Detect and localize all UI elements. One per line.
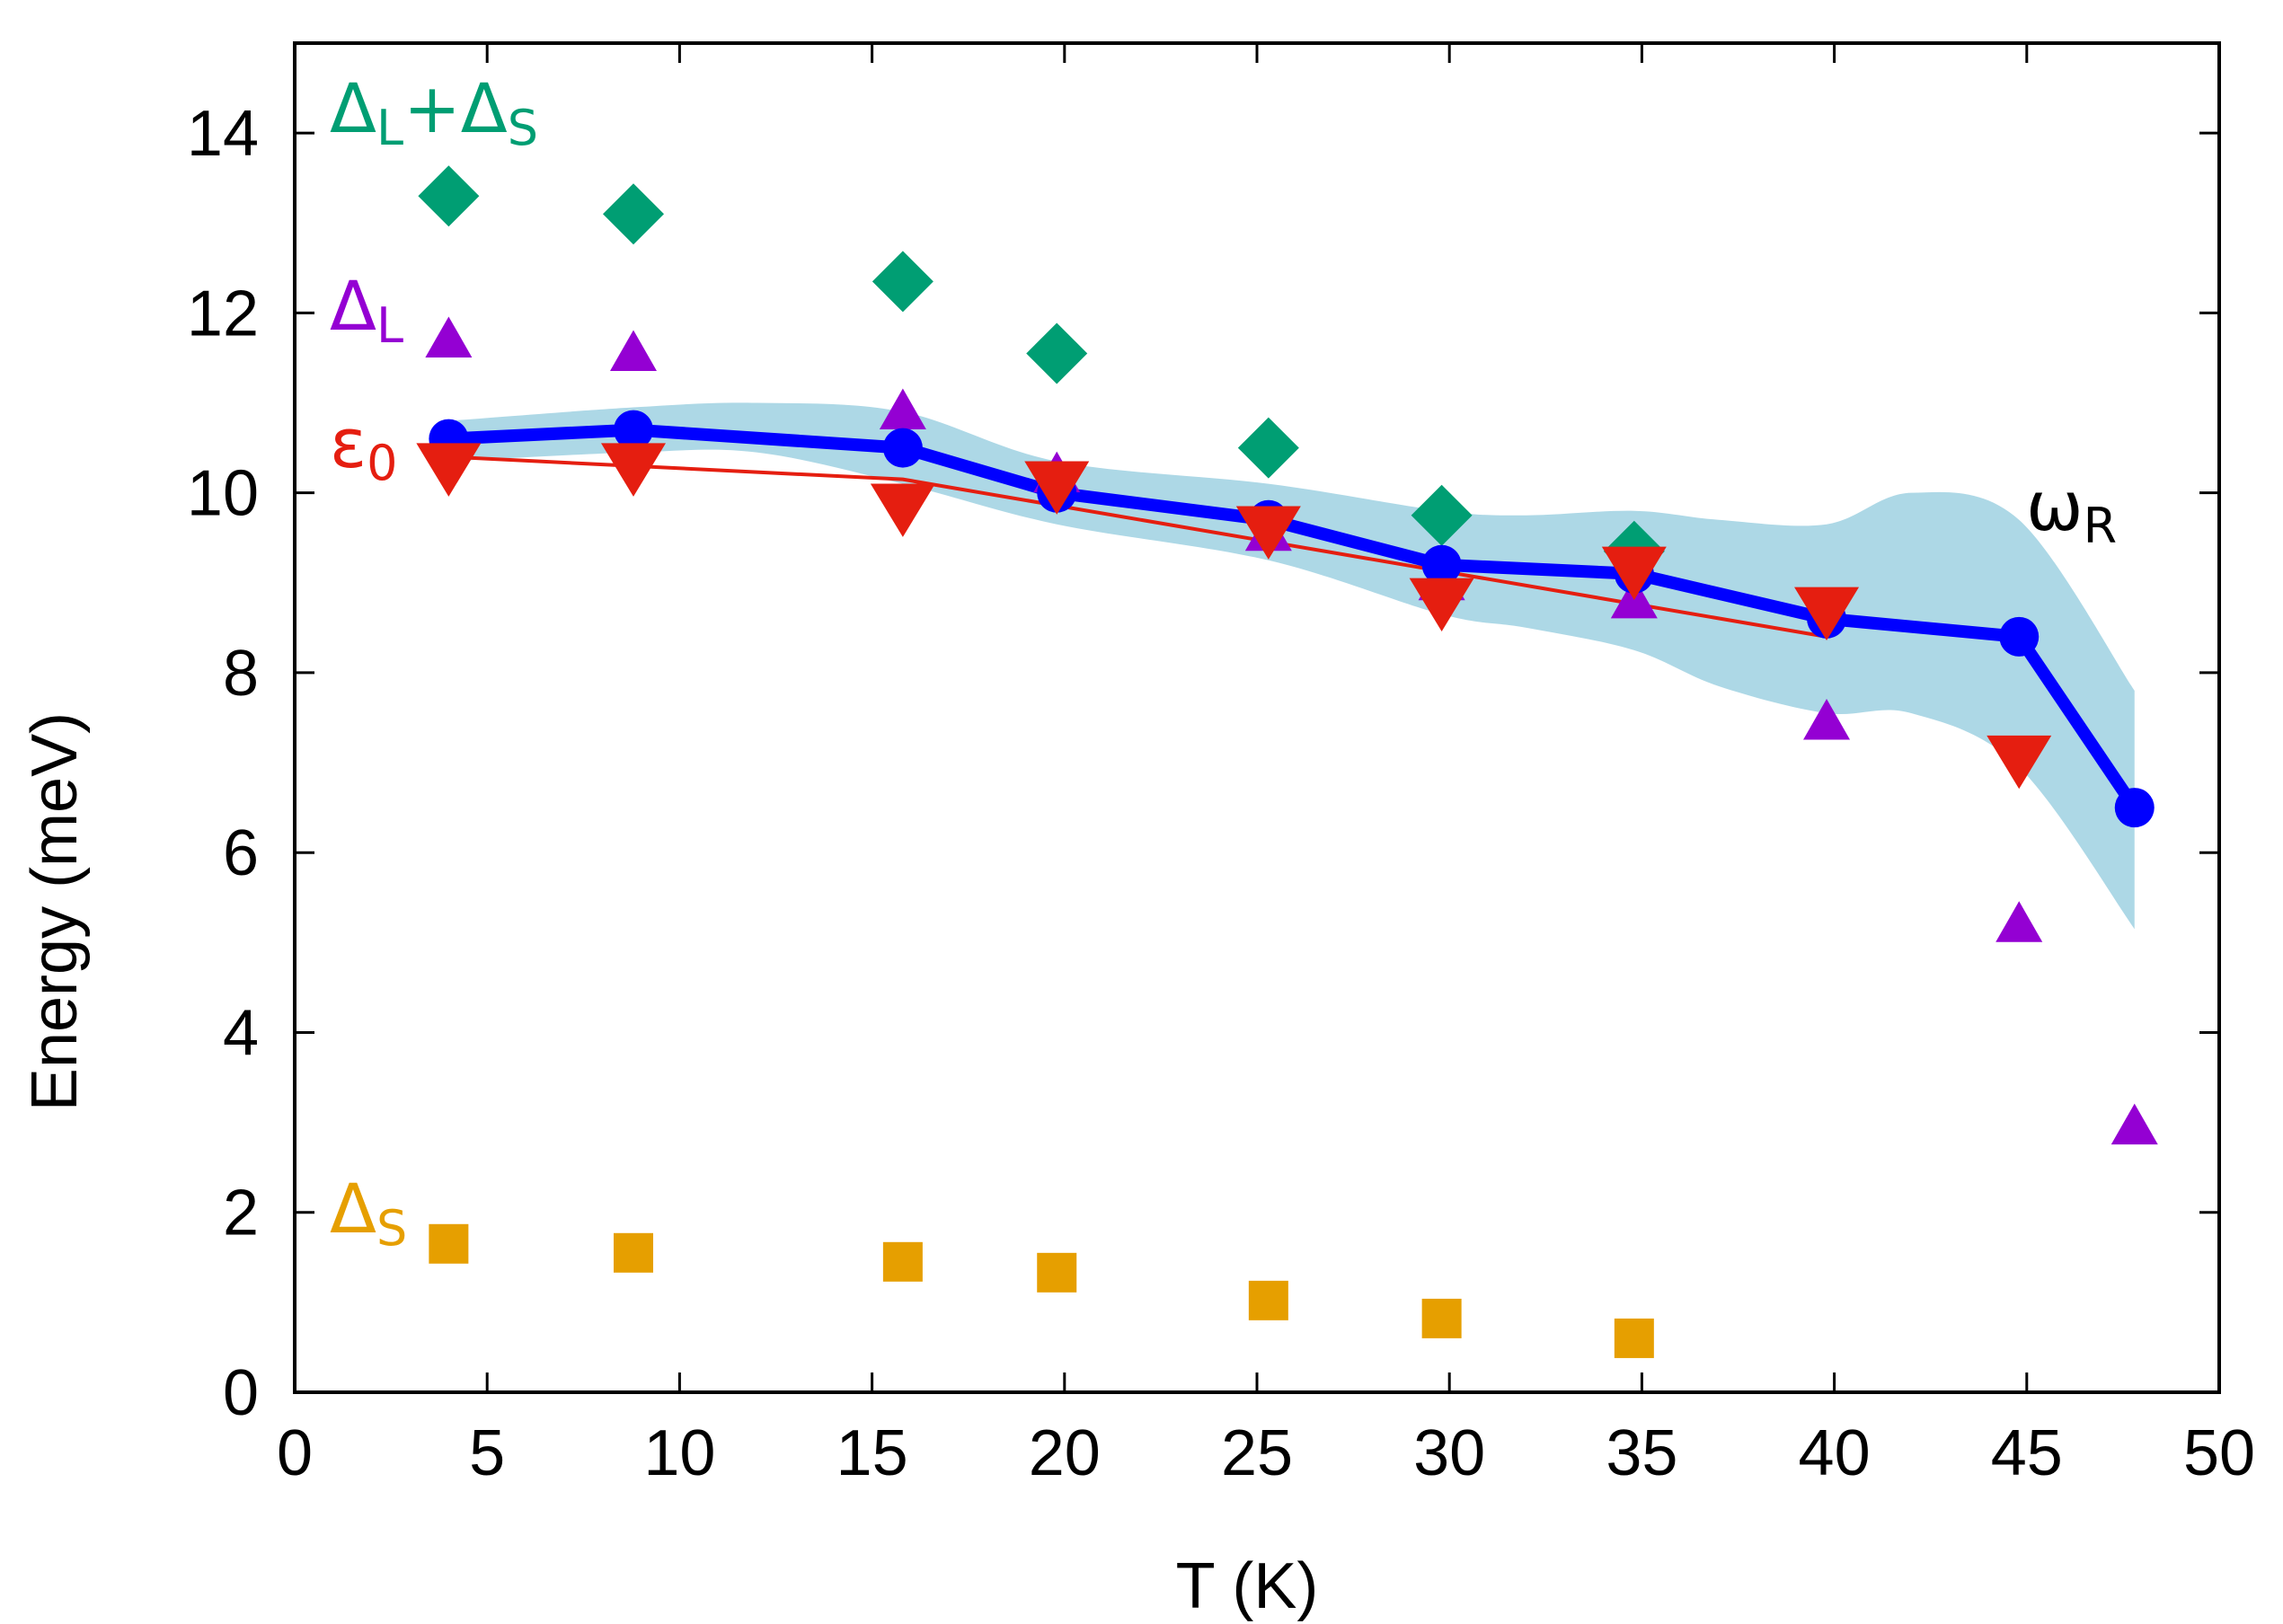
- y-tick-label: 10: [187, 458, 259, 530]
- epsilon0-point: [600, 443, 666, 497]
- x-tick-label: 35: [1606, 1417, 1677, 1489]
- dl-point: [879, 388, 926, 430]
- omega-r-point: [1421, 544, 1462, 585]
- x-tick-label: 50: [2183, 1417, 2255, 1489]
- x-axis-title: T (K): [1176, 1550, 1319, 1622]
- epsilon0-point: [1987, 735, 2052, 790]
- ds-point: [882, 1241, 923, 1282]
- y-tick-label: 4: [223, 997, 259, 1069]
- omega-r-point: [613, 410, 653, 450]
- label-ds: ΔS: [330, 1169, 407, 1257]
- y-tick-label: 8: [223, 638, 259, 710]
- dl-point: [1803, 699, 1851, 740]
- x-tick-label: 20: [1029, 1417, 1101, 1489]
- series-markers-layer: [416, 165, 2158, 1358]
- dl-point: [2110, 1103, 2158, 1145]
- epsilon0-point: [870, 483, 935, 537]
- epsilon0-point: [1794, 587, 1860, 641]
- uncertainty-band-layer: [448, 402, 2135, 930]
- omega-r-line: [448, 423, 2140, 812]
- dl-point: [609, 330, 657, 371]
- dl-plus-ds-point: [1237, 417, 1299, 479]
- ds-point: [613, 1232, 653, 1273]
- ds-point: [1421, 1298, 1462, 1338]
- x-tick-label: 15: [836, 1417, 908, 1489]
- label-epsilon0: ε0: [330, 403, 397, 491]
- ds-point: [1614, 1318, 1654, 1358]
- dl-plus-ds-point: [418, 165, 480, 227]
- y-tick-label: 14: [187, 98, 259, 170]
- epsilon0-point: [1601, 546, 1667, 600]
- omega-r-point: [1999, 616, 2040, 657]
- y-tick-label: 12: [187, 278, 259, 349]
- dl-plus-ds-point: [1026, 322, 1088, 384]
- omega-r-uncertainty-band: [448, 402, 2135, 930]
- omega-r-point: [2114, 788, 2155, 828]
- x-tick-label: 0: [277, 1417, 313, 1489]
- dl-plus-ds-point: [602, 183, 664, 245]
- epsilon0-point: [1409, 578, 1474, 632]
- y-tick-label: 6: [223, 817, 259, 889]
- epsilon0-fit-line: [448, 455, 1827, 639]
- dl-plus-ds-point: [872, 251, 934, 313]
- ds-point: [1248, 1280, 1288, 1320]
- x-tick-label: 30: [1413, 1417, 1485, 1489]
- y-axis-title: Energy (meV): [19, 712, 91, 1111]
- x-tick-label: 10: [643, 1417, 715, 1489]
- axes-layer: 0 5 10 15 20 25 30 35 40 45 50 0 2 4 6 8 10 12 14: [187, 41, 2255, 1489]
- epsilon0-point: [1235, 506, 1301, 560]
- y-tick-label: 0: [223, 1357, 259, 1429]
- label-dl-plus-ds: ΔL+ΔS: [330, 68, 538, 156]
- dl-point: [1995, 901, 2043, 942]
- y-tick-label: 2: [223, 1178, 259, 1249]
- dl-point: [425, 316, 473, 357]
- x-tick-label: 45: [1991, 1417, 2063, 1489]
- series-lines-layer: [448, 423, 2140, 812]
- epsilon0-point: [416, 443, 482, 497]
- epsilon0-point: [1024, 461, 1090, 515]
- x-tick-label: 5: [469, 1417, 505, 1489]
- omega-r-point: [882, 428, 923, 468]
- x-tick-label: 40: [1799, 1417, 1871, 1489]
- x-tick-label: 25: [1221, 1417, 1293, 1489]
- dl-plus-ds-point: [1411, 484, 1473, 546]
- ds-point: [429, 1223, 469, 1264]
- label-omega-r: ωR: [2026, 466, 2117, 554]
- ds-point: [1037, 1252, 1077, 1293]
- label-dl: ΔL: [330, 266, 403, 354]
